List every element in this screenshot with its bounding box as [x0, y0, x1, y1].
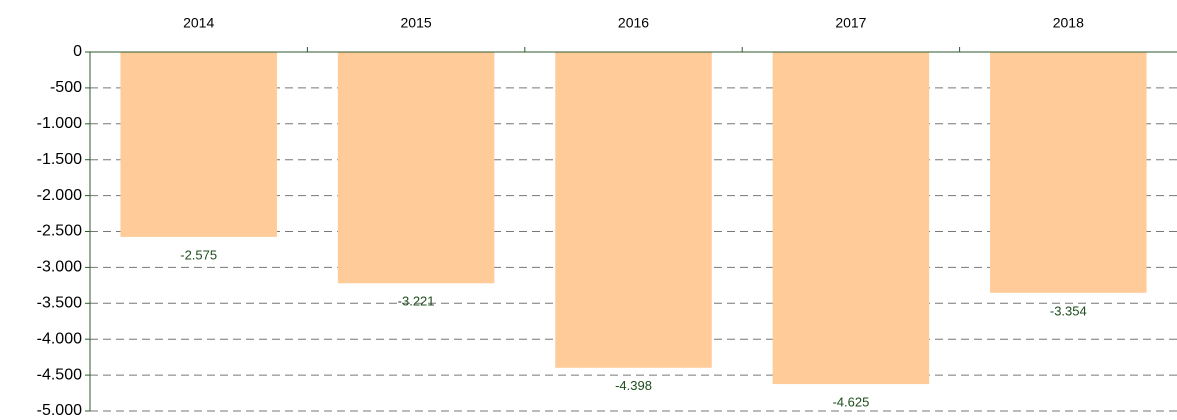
y-tick-label: -2.500 [37, 223, 82, 240]
y-tick-label: -4.000 [37, 330, 82, 347]
bar [555, 52, 712, 368]
y-tick-label: -1.000 [37, 115, 82, 132]
bar [990, 52, 1147, 293]
x-tick-label: 2017 [835, 15, 866, 31]
x-tick-label: 2014 [183, 15, 214, 31]
value-label: -3.221 [398, 294, 435, 309]
y-tick-label: -4.500 [37, 366, 82, 383]
value-label: -4.398 [615, 378, 652, 393]
value-label: -3.354 [1050, 303, 1087, 318]
x-tick-label: 2016 [618, 15, 649, 31]
value-label: -4.625 [832, 395, 869, 410]
x-tick-label: 2015 [401, 15, 432, 31]
bar [120, 52, 277, 237]
y-tick-label: -3.500 [37, 295, 82, 312]
y-tick-label: -2.000 [37, 187, 82, 204]
y-tick-label: -1.500 [37, 151, 82, 168]
bar [337, 52, 495, 284]
y-tick-label: -500 [50, 79, 82, 96]
y-tick-label: 0 [73, 43, 82, 60]
y-tick-label: -3.000 [37, 259, 82, 276]
x-tick-label: 2018 [1053, 15, 1084, 31]
value-label: -2.575 [180, 247, 217, 262]
y-tick-label: -5.000 [37, 402, 82, 419]
bar [772, 52, 930, 385]
